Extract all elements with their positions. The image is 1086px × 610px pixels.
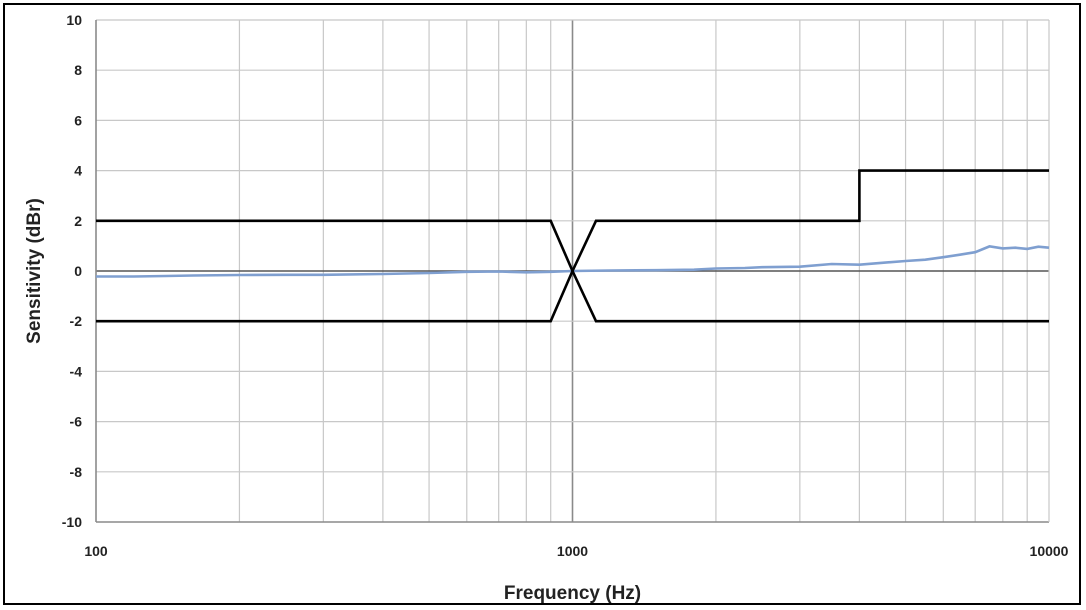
x-tick-label: 100 [84, 543, 108, 559]
y-tick-label: -8 [70, 464, 83, 480]
x-tick-label: 10000 [1030, 543, 1069, 559]
y-tick-label: -10 [62, 514, 82, 530]
y-tick-label: 6 [74, 112, 82, 128]
response-line [96, 245, 1050, 278]
y-tick-label: 0 [74, 263, 82, 279]
y-tick-label: -2 [70, 313, 83, 329]
x-axis-title: Frequency (Hz) [504, 583, 641, 604]
y-tick-label: 4 [74, 163, 82, 179]
series-layer [96, 169, 1050, 323]
chart-frame [3, 3, 1081, 605]
y-tick-label: -6 [70, 414, 83, 430]
upper-limit-line [96, 169, 1049, 275]
lower-limit-line [96, 267, 1049, 323]
y-axis-title: Sensitivity (dBr) [24, 198, 45, 344]
tick-layer: -10 -8 -6 -4 -2 0 2 4 6 8 10 100 1000 10000 [62, 12, 1069, 559]
x-tick-label: 1000 [557, 543, 588, 559]
y-tick-label: 8 [74, 62, 82, 78]
y-tick-label: -4 [70, 363, 83, 379]
y-tick-label: 10 [66, 12, 82, 28]
y-tick-label: 2 [74, 213, 82, 229]
